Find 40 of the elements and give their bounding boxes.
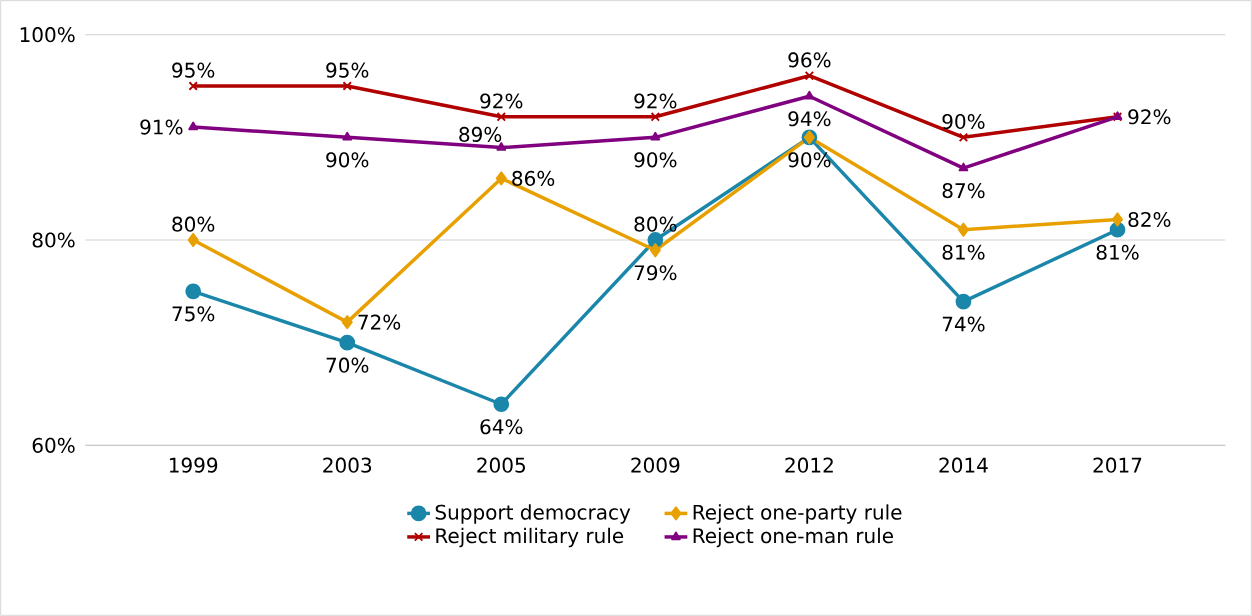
data-label: 95% [172, 62, 215, 78]
legend-label: Reject one-party rule [693, 504, 902, 524]
x-tick-label: 2017 [1093, 457, 1142, 473]
data-label: 64% [480, 419, 523, 435]
data-label: 81% [1096, 244, 1139, 260]
legend-label: Reject military rule [436, 527, 624, 548]
data-label: 90% [788, 152, 831, 168]
data-label: 86% [512, 170, 555, 186]
data-label: 92% [1128, 109, 1171, 125]
data-label: 92% [480, 93, 523, 109]
y-tick-label: 100% [20, 27, 75, 43]
data-label: 94% [788, 111, 831, 127]
y-tick-label: 60% [32, 437, 75, 453]
data-label: 87% [942, 183, 985, 199]
legend-label: Reject one-man rule [693, 527, 893, 548]
x-tick-label: 2005 [477, 457, 525, 473]
y-tick-label: 80% [32, 232, 75, 248]
x-tick-label: 1999 [169, 457, 218, 473]
data-label: 70% [326, 357, 369, 373]
x-tick-label: 2012 [785, 457, 833, 473]
data-label: 90% [942, 113, 985, 130]
data-label: 74% [942, 316, 985, 332]
x-tick-label: 2014 [939, 457, 988, 473]
data-label: 91% [140, 119, 183, 135]
data-label: 81% [942, 244, 985, 260]
data-label: 90% [326, 152, 369, 168]
data-label: 90% [634, 152, 677, 168]
data-label: 80% [634, 216, 677, 232]
data-label: 96% [788, 52, 831, 68]
x-tick-label: 2009 [631, 457, 680, 473]
data-label: 79% [634, 265, 677, 281]
data-label: 75% [172, 306, 215, 322]
data-label: 92% [634, 93, 677, 109]
x-tick-label: 2003 [323, 457, 372, 473]
data-label: 72% [358, 314, 401, 330]
legend-label: Support democracy [435, 504, 631, 524]
data-label: 95% [326, 62, 369, 78]
data-label: 80% [172, 216, 215, 232]
data-label: 89% [459, 126, 502, 142]
data-label: 82% [1128, 211, 1171, 228]
